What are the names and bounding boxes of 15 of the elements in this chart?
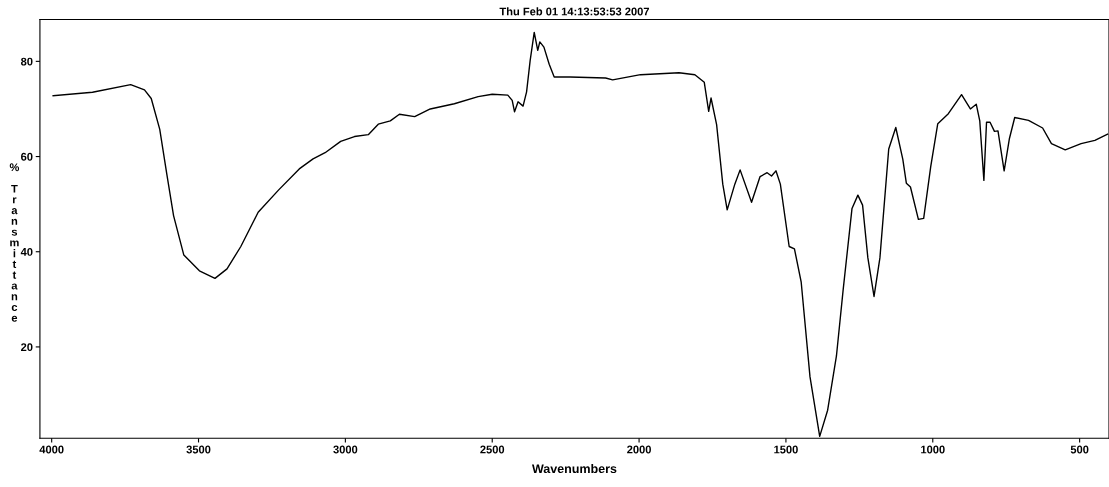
chart-title: Thu Feb 01 14:13:53:53 2007 (499, 7, 650, 16)
y-tick-label: 80 (20, 57, 33, 66)
x-tick-label: 500 (1070, 445, 1089, 454)
x-tick-label: 2000 (627, 445, 651, 454)
x-tick-label: 3000 (333, 445, 358, 454)
text: % Transmittance (9, 163, 20, 322)
y-tick-label: 20 (21, 343, 33, 352)
x-tick-label: 2500 (480, 445, 505, 454)
x-tick-label: 4000 (39, 445, 64, 454)
x-tick-label: 3500 (186, 445, 211, 454)
x-axis-title: Wavenumbers (531, 463, 617, 474)
x-tick-label: 1000 (921, 445, 945, 454)
x-tick-label: 1500 (774, 445, 798, 454)
y-tick-label: 60 (21, 152, 33, 161)
y-tick-label: 40 (20, 248, 33, 256)
